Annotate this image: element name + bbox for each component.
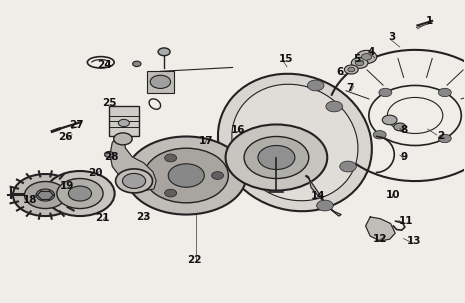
Circle shape [373, 131, 386, 139]
Polygon shape [365, 217, 395, 241]
Text: 19: 19 [60, 181, 75, 191]
Circle shape [326, 101, 343, 112]
Ellipse shape [232, 84, 358, 201]
Circle shape [126, 136, 246, 215]
Circle shape [438, 134, 451, 143]
Text: 6: 6 [337, 67, 344, 77]
Text: 17: 17 [199, 136, 213, 146]
Text: 10: 10 [386, 190, 401, 200]
Text: 12: 12 [373, 234, 388, 244]
Text: 18: 18 [23, 195, 38, 205]
Circle shape [382, 115, 397, 125]
Text: 23: 23 [137, 212, 151, 222]
Polygon shape [306, 175, 341, 216]
Text: 20: 20 [88, 168, 102, 178]
Circle shape [45, 171, 115, 216]
Circle shape [212, 171, 224, 179]
Circle shape [165, 189, 177, 197]
Text: 21: 21 [95, 213, 109, 223]
Ellipse shape [218, 74, 372, 211]
Text: 1: 1 [425, 16, 432, 26]
Text: 3: 3 [388, 32, 396, 42]
Circle shape [122, 173, 146, 188]
Text: 16: 16 [231, 125, 246, 135]
Circle shape [351, 58, 368, 68]
Text: 13: 13 [406, 236, 421, 246]
Circle shape [133, 61, 141, 67]
Circle shape [150, 75, 171, 88]
Circle shape [25, 181, 66, 208]
Circle shape [258, 145, 295, 169]
Text: 11: 11 [399, 216, 413, 226]
Circle shape [361, 54, 372, 60]
Circle shape [168, 164, 204, 187]
Text: 26: 26 [58, 132, 73, 142]
Polygon shape [110, 134, 156, 191]
Circle shape [438, 88, 451, 97]
Text: 15: 15 [279, 54, 293, 64]
Circle shape [114, 133, 132, 145]
Circle shape [340, 161, 356, 172]
Circle shape [36, 189, 54, 201]
Circle shape [105, 152, 114, 158]
Text: 27: 27 [69, 120, 84, 130]
Circle shape [307, 80, 324, 91]
Text: 28: 28 [104, 152, 119, 162]
Bar [147, 71, 174, 93]
Circle shape [394, 123, 406, 131]
Circle shape [165, 154, 177, 162]
Circle shape [345, 65, 358, 74]
Circle shape [116, 169, 153, 193]
Circle shape [13, 174, 78, 216]
Circle shape [317, 200, 333, 211]
Text: 22: 22 [187, 255, 202, 265]
Circle shape [355, 60, 364, 66]
Text: 24: 24 [97, 60, 111, 70]
Text: 9: 9 [401, 152, 408, 162]
Text: 25: 25 [102, 98, 116, 108]
Text: 7: 7 [347, 83, 354, 93]
Text: 2: 2 [437, 132, 444, 142]
Circle shape [226, 125, 327, 191]
Text: 14: 14 [311, 191, 325, 201]
Circle shape [356, 50, 377, 64]
Circle shape [244, 136, 309, 178]
Bar [109, 106, 139, 136]
Circle shape [348, 67, 355, 72]
Text: 8: 8 [400, 125, 407, 135]
Circle shape [144, 148, 228, 203]
Circle shape [118, 119, 129, 127]
Circle shape [158, 48, 170, 56]
Text: 4: 4 [367, 48, 375, 58]
Text: 5: 5 [353, 54, 360, 64]
Circle shape [379, 88, 392, 97]
Circle shape [57, 178, 103, 208]
Circle shape [68, 186, 92, 201]
